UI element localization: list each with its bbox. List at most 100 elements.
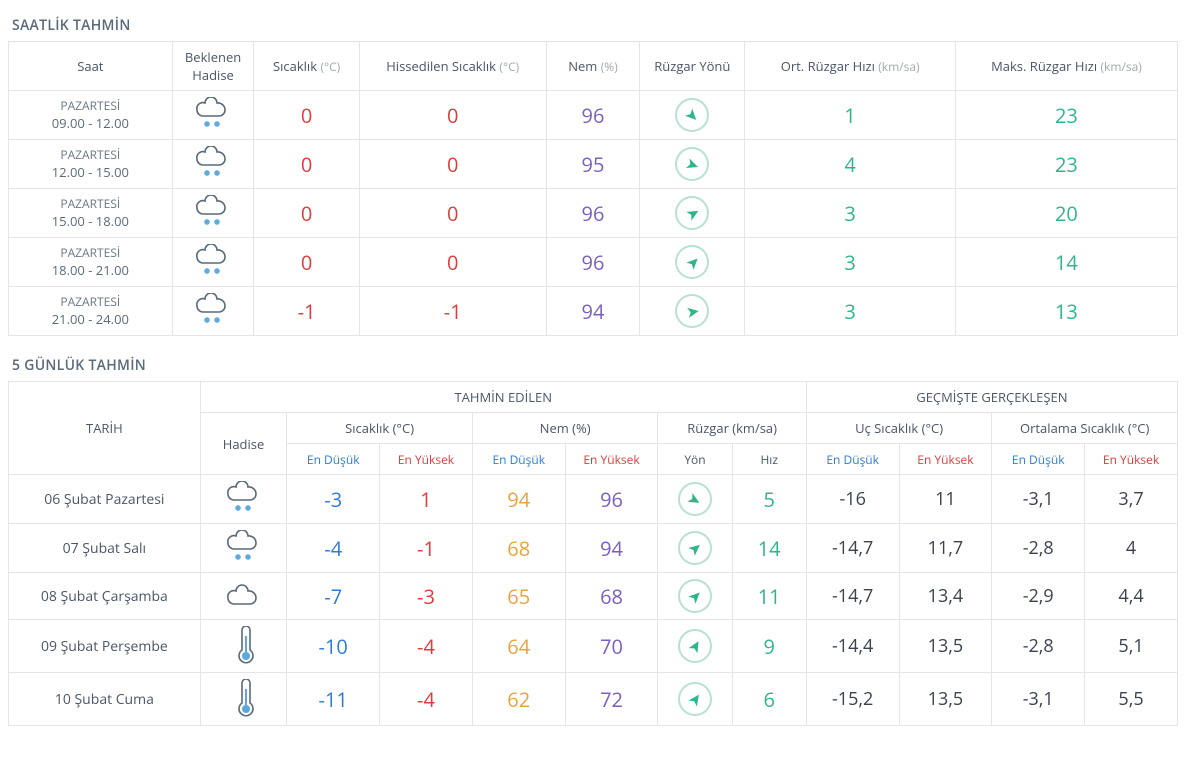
- thigh-cell: -4: [380, 673, 473, 726]
- time-cell: PAZARTESİ09.00 - 12.00: [9, 91, 173, 140]
- hadise-icon-cell: [200, 524, 287, 573]
- hhigh-cell: 72: [565, 673, 658, 726]
- felt-cell: 0: [359, 238, 546, 287]
- col-temp2: Sıcaklık (°C): [287, 413, 473, 444]
- hhigh-cell: 68: [565, 573, 658, 620]
- hadise-icon-cell: [200, 573, 287, 620]
- windspd-cell: 6: [732, 673, 806, 726]
- hadise-icon-cell: [172, 189, 254, 238]
- hourly-row: PAZARTESİ21.00 - 24.00-1-194➤313: [9, 287, 1178, 336]
- winddir-cell: ➤: [658, 475, 732, 524]
- hourly-table: Saat Beklenen Hadise Sıcaklık (°C) Hisse…: [8, 41, 1178, 336]
- temp-cell: -1: [254, 287, 359, 336]
- winddir-cell: ➤: [640, 140, 745, 189]
- wind-dir-icon: ➤: [678, 482, 712, 516]
- tlow-cell: -10: [287, 620, 380, 673]
- col-uc: Uç Sıcaklık (°C): [806, 413, 992, 444]
- col-windmax: Maks. Rüzgar Hızı (km/sa): [955, 42, 1177, 91]
- temp-cell: 0: [254, 140, 359, 189]
- hlow-cell: 68: [472, 524, 565, 573]
- cold-icon: [232, 679, 256, 719]
- windavg-cell: 4: [745, 140, 955, 189]
- hourly-row: PAZARTESİ09.00 - 12.000096➤123: [9, 91, 1178, 140]
- hourly-row: PAZARTESİ12.00 - 15.000095➤423: [9, 140, 1178, 189]
- snow-icon: [191, 244, 235, 280]
- col-hadise2: Hadise: [200, 413, 287, 475]
- avglow-cell: -2,9: [992, 573, 1085, 620]
- sub-hiz: Hız: [732, 444, 806, 475]
- windmax-cell: 13: [955, 287, 1177, 336]
- snow-icon: [191, 146, 235, 182]
- cloudy-icon: [222, 581, 266, 611]
- hhigh-cell: 94: [565, 524, 658, 573]
- winddir-cell: ➤: [640, 91, 745, 140]
- temp-cell: 0: [254, 189, 359, 238]
- wind-dir-icon: ➤: [678, 682, 712, 716]
- windavg-cell: 3: [745, 238, 955, 287]
- extlow-cell: -14,4: [806, 620, 899, 673]
- avghigh-cell: 3,7: [1085, 475, 1178, 524]
- avghigh-cell: 4,4: [1085, 573, 1178, 620]
- date-cell: 09 Şubat Perşembe: [9, 620, 201, 673]
- wind-dir-icon: ➤: [675, 98, 709, 132]
- date-cell: 08 Şubat Çarşamba: [9, 573, 201, 620]
- hourly-row: PAZARTESİ15.00 - 18.000096➤320: [9, 189, 1178, 238]
- hdr-tahmin: TAHMİN EDİLEN: [200, 382, 806, 413]
- col-hum2: Nem (%): [472, 413, 658, 444]
- col-windavg: Ort. Rüzgar Hızı (km/sa): [745, 42, 955, 91]
- temp-cell: 0: [254, 91, 359, 140]
- thigh-cell: -4: [380, 620, 473, 673]
- hadise-icon-cell: [172, 91, 254, 140]
- hourly-row: PAZARTESİ18.00 - 21.000096➤314: [9, 238, 1178, 287]
- windavg-cell: 3: [745, 189, 955, 238]
- sub-low-4: En Düşük: [992, 444, 1085, 475]
- exthigh-cell: 11: [899, 475, 992, 524]
- hadise-icon-cell: [200, 673, 287, 726]
- felt-cell: 0: [359, 140, 546, 189]
- wind-dir-icon: ➤: [675, 245, 709, 279]
- hum-cell: 96: [546, 91, 640, 140]
- daily-row: 10 Şubat Cuma-11-46272➤6-15,213,5-3,15,5: [9, 673, 1178, 726]
- windmax-cell: 23: [955, 91, 1177, 140]
- hourly-title: SAATLİK TAHMİN: [12, 16, 1178, 35]
- daily-row: 06 Şubat Pazartesi-319496➤5-1611-3,13,7: [9, 475, 1178, 524]
- sub-low-3: En Düşük: [806, 444, 899, 475]
- hlow-cell: 62: [472, 673, 565, 726]
- hdr-gecmis: GEÇMİŞTE GERÇEKLEŞEN: [806, 382, 1177, 413]
- hadise-icon-cell: [172, 140, 254, 189]
- hum-cell: 96: [546, 189, 640, 238]
- tlow-cell: -11: [287, 673, 380, 726]
- sub-high-3: En Yüksek: [899, 444, 992, 475]
- daily-row: 07 Şubat Salı-4-16894➤14-14,711,7-2,84: [9, 524, 1178, 573]
- wind-dir-icon: ➤: [675, 147, 709, 181]
- exthigh-cell: 13,5: [899, 673, 992, 726]
- hhigh-cell: 70: [565, 620, 658, 673]
- hadise-icon-cell: [172, 287, 254, 336]
- col-saat: Saat: [9, 42, 173, 91]
- extlow-cell: -14,7: [806, 573, 899, 620]
- cold-icon: [232, 626, 256, 666]
- daily-row: 08 Şubat Çarşamba-7-36568➤11-14,713,4-2,…: [9, 573, 1178, 620]
- sub-high-1: En Yüksek: [380, 444, 473, 475]
- windavg-cell: 3: [745, 287, 955, 336]
- windspd-cell: 11: [732, 573, 806, 620]
- thigh-cell: 1: [380, 475, 473, 524]
- snow-icon: [191, 195, 235, 231]
- windspd-cell: 14: [732, 524, 806, 573]
- tlow-cell: -4: [287, 524, 380, 573]
- felt-cell: 0: [359, 189, 546, 238]
- col-hadise: Beklenen Hadise: [172, 42, 254, 91]
- exthigh-cell: 13,4: [899, 573, 992, 620]
- daily-row: 09 Şubat Perşembe-10-46470➤9-14,413,5-2,…: [9, 620, 1178, 673]
- col-felt: Hissedilen Sıcaklık (°C): [359, 42, 546, 91]
- sub-low-2: En Düşük: [472, 444, 565, 475]
- time-cell: PAZARTESİ12.00 - 15.00: [9, 140, 173, 189]
- winddir-cell: ➤: [640, 287, 745, 336]
- exthigh-cell: 13,5: [899, 620, 992, 673]
- daily-table: TARİH TAHMİN EDİLEN GEÇMİŞTE GERÇEKLEŞEN…: [8, 381, 1178, 726]
- col-winddir: Rüzgar Yönü: [640, 42, 745, 91]
- avglow-cell: -2,8: [992, 524, 1085, 573]
- winddir-cell: ➤: [658, 524, 732, 573]
- extlow-cell: -16: [806, 475, 899, 524]
- exthigh-cell: 11,7: [899, 524, 992, 573]
